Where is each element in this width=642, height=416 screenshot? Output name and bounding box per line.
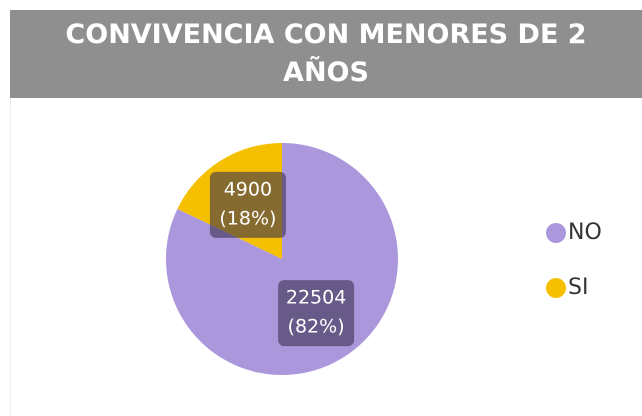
chart-title: CONVIVENCIA CON MENORES DE 2 AÑOS: [10, 10, 642, 98]
data-label-percent: (82%): [288, 316, 345, 338]
legend-marker: [546, 223, 566, 243]
legend-marker: [546, 278, 566, 298]
data-label: 4900 (18%): [209, 171, 286, 238]
chart-panel: [10, 98, 642, 416]
data-label-value: 22504: [286, 287, 346, 309]
data-label-box: [209, 171, 286, 238]
data-label: 22504 (82%): [278, 280, 355, 347]
legend-label: NO: [568, 220, 602, 245]
data-label-percent: (18%): [219, 207, 276, 229]
data-label-value: 4900: [224, 178, 272, 200]
legend-label: SI: [568, 275, 588, 300]
data-label-box: [278, 280, 355, 347]
